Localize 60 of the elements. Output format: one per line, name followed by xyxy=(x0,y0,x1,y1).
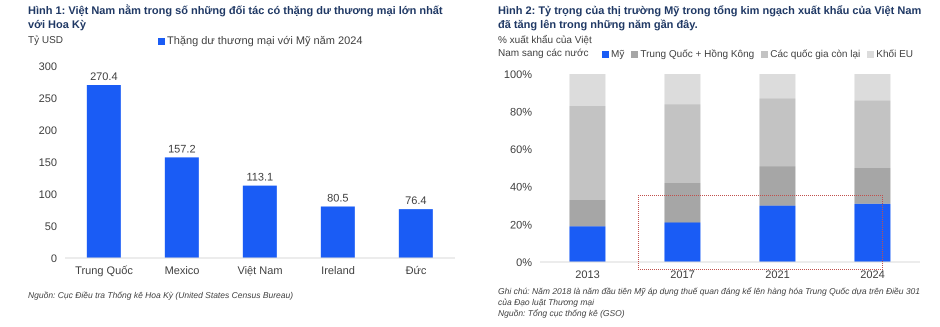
y-tick-label: 150 xyxy=(38,156,57,169)
y-tick-label: 50 xyxy=(44,220,57,233)
x-tick-label: 2017 xyxy=(670,268,695,281)
bar xyxy=(854,100,890,168)
data-label: 80.5 xyxy=(327,192,349,204)
bar xyxy=(664,222,700,262)
legend-label: Trung Quốc + Hồng Kông xyxy=(640,49,754,60)
y-tick-label: 60% xyxy=(510,144,532,156)
legend-label: Mỹ xyxy=(611,49,624,60)
y-tick-label: 40% xyxy=(510,182,532,194)
x-tick-label: Mexico xyxy=(164,264,200,277)
x-tick-label: Đức xyxy=(406,264,427,277)
x-tick-label: 2021 xyxy=(765,268,790,281)
bar xyxy=(664,74,700,104)
chart-title: Hình 1: Việt Nam nằm trong số những đối tác có thặng dư thương mại lớn nhất với Hoa Kỳ xyxy=(28,4,444,32)
chart-title: Hình 2: Tỷ trọng của thị trường Mỹ trong tổng kim ngạch xuất khẩu của Việt Nam đã tăng lên trong những năm gần đây. xyxy=(498,4,922,32)
y-tick-label: 80% xyxy=(510,106,532,119)
data-label: 113.1 xyxy=(246,172,274,184)
bar xyxy=(664,104,700,184)
bar xyxy=(242,186,277,258)
y-tick-label: 0 xyxy=(50,252,57,265)
y-axis-title: Tỷ USD xyxy=(28,34,64,47)
x-tick-label: Trung Quốc xyxy=(75,264,134,277)
data-label: 157.2 xyxy=(168,143,196,156)
y-axis-title: % xuất khẩu của Việt Nam sang các nước xyxy=(498,34,593,60)
bar xyxy=(398,209,433,258)
bar xyxy=(664,183,700,223)
text: Nguồn: Tổng cục thống kê (GSO) xyxy=(498,308,626,319)
x-tick-label: Việt Nam xyxy=(237,264,283,277)
legend-label: Thặng dư thương mại với Mỹ năm 2024 xyxy=(167,35,362,47)
bar xyxy=(759,166,796,206)
y-tick-label: 250 xyxy=(38,92,57,105)
bar xyxy=(569,74,606,106)
y-tick-label: 100% xyxy=(504,68,532,81)
x-tick-label: Ireland xyxy=(321,264,355,277)
bar xyxy=(569,106,606,200)
bar xyxy=(759,206,796,262)
bar xyxy=(854,74,890,100)
legend-label: Khối EU xyxy=(876,49,913,60)
y-tick-label: 200 xyxy=(38,124,57,137)
y-tick-label: 300 xyxy=(38,60,57,73)
y-tick-label: 100 xyxy=(38,188,57,201)
bar xyxy=(759,74,796,98)
legend-label: Các quốc gia còn lại xyxy=(770,49,860,60)
bar xyxy=(569,226,606,262)
data-label: 270.4 xyxy=(90,70,118,83)
bar xyxy=(854,168,890,204)
bar xyxy=(320,206,355,258)
x-tick-label: 2024 xyxy=(860,268,885,281)
y-tick-label: 0% xyxy=(516,256,532,269)
bar xyxy=(569,200,606,226)
text: Ghi chú: Năm 2018 là năm đầu tiên Mỹ áp dụng thuế quan đáng kể lên hàng hóa Trung Quốc dựa trên Điều 301 của Đạo luật Thương mại xyxy=(498,286,922,308)
bar xyxy=(854,204,890,262)
text: Nguồn: Cục Điều tra Thống kê Hoa Kỳ (United States Census Bureau) xyxy=(28,290,294,301)
bar xyxy=(164,157,199,258)
bar xyxy=(86,84,121,258)
x-tick-label: 2013 xyxy=(575,268,600,281)
data-label: 76.4 xyxy=(405,195,427,208)
bar xyxy=(759,98,796,166)
y-tick-label: 20% xyxy=(510,219,532,232)
